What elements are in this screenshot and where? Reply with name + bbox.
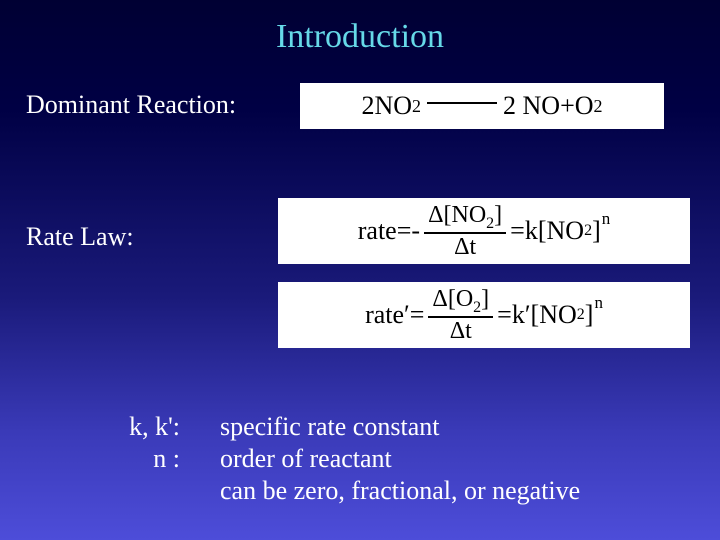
def-term-k: k, k': xyxy=(100,412,220,442)
rate1-num-delta: Δ xyxy=(428,202,443,228)
rate1-k: k xyxy=(525,216,538,246)
rate2-exp: n xyxy=(594,293,603,313)
rate1-eq2: = xyxy=(510,216,525,246)
reaction-arrow-icon xyxy=(427,102,497,104)
rate-equation-2-box: rate′ = Δ[O2] Δt = k′[NO2]n xyxy=(278,282,690,348)
reaction-lhs-sub: 2 xyxy=(412,96,421,117)
reaction-rhs-species2: O xyxy=(575,91,594,121)
reaction-lhs-coef: 2 xyxy=(361,91,374,121)
rate1-num-species: NO xyxy=(452,202,487,228)
rate1-fraction: Δ[NO2] Δt xyxy=(424,202,506,261)
reaction-rhs-sub2: 2 xyxy=(594,96,603,117)
def-desc-n2: can be zero, fractional, or negative xyxy=(220,476,690,506)
rate1-lhs: rate xyxy=(358,216,397,246)
rate2-brl: [ xyxy=(531,300,540,330)
rate1-den-delta: Δ xyxy=(454,234,469,260)
rate2-k: k′ xyxy=(512,300,531,330)
rate1-species: NO xyxy=(547,216,585,246)
rate1-num-brr: ] xyxy=(494,202,502,228)
rate2-num-species: O xyxy=(456,286,473,312)
def-term-n: n : xyxy=(100,444,220,474)
rate1-sub: 2 xyxy=(584,222,592,240)
definitions-block: k, k': specific rate constant n : order … xyxy=(100,412,690,506)
rate-equation-1-box: rate = - Δ[NO2] Δt = k[NO2]n xyxy=(278,198,690,264)
rate1-den-t: t xyxy=(470,234,477,260)
reaction-lhs-species: NO xyxy=(374,91,412,121)
rate-law-label: Rate Law: xyxy=(26,222,134,252)
rate2-den-delta: Δ xyxy=(450,318,465,344)
def-desc-n: order of reactant xyxy=(220,444,690,474)
rate1-minus: - xyxy=(411,216,420,246)
reaction-rhs-coef1: 2 xyxy=(503,91,516,121)
rate2-num-delta: Δ xyxy=(432,286,447,312)
rate1-brl: [ xyxy=(538,216,547,246)
rate2-brr: ] xyxy=(585,300,594,330)
rate2-lhs: rate′ xyxy=(365,300,410,330)
rate2-species: NO xyxy=(539,300,577,330)
rate1-num-sub: 2 xyxy=(486,214,494,231)
rate2-num-sub: 2 xyxy=(473,298,481,315)
page-title: Introduction xyxy=(0,0,720,56)
def-desc-k: specific rate constant xyxy=(220,412,690,442)
rate2-num-brl: [ xyxy=(448,286,456,312)
rate2-den-t: t xyxy=(465,318,472,344)
rate2-fraction: Δ[O2] Δt xyxy=(428,286,493,345)
reaction-plus: + xyxy=(560,91,575,121)
reaction-equation-box: 2NO2 2 NO + O2 xyxy=(300,83,664,129)
rate1-exp: n xyxy=(602,209,611,229)
rate2-eq: = xyxy=(410,300,425,330)
rate2-num-brr: ] xyxy=(481,286,489,312)
rate1-eq: = xyxy=(397,216,412,246)
dominant-reaction-label: Dominant Reaction: xyxy=(26,90,236,120)
reaction-rhs-species1: NO xyxy=(523,91,561,121)
rate1-num-brl: [ xyxy=(444,202,452,228)
rate1-brr: ] xyxy=(592,216,601,246)
rate2-eq2: = xyxy=(497,300,512,330)
rate2-sub: 2 xyxy=(577,306,585,324)
